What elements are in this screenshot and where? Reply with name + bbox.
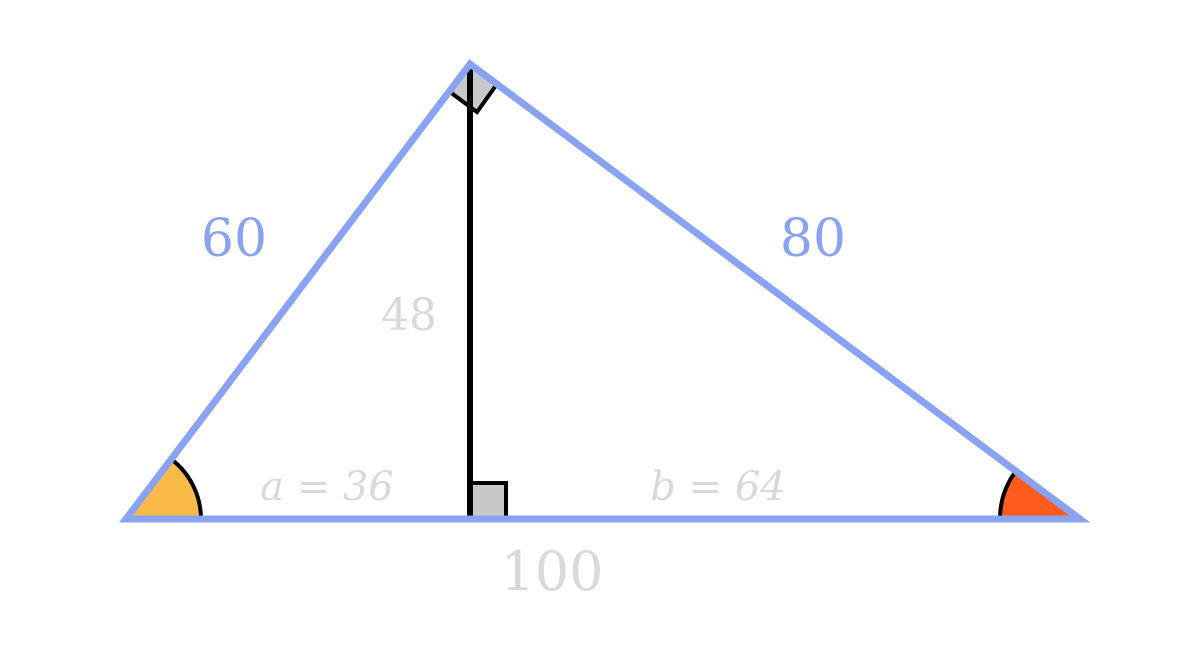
altitude-right-angle-marker xyxy=(468,481,508,521)
base-label: 100 xyxy=(500,540,603,603)
altitude-label: 48 xyxy=(381,290,437,341)
segment-b-label: b = 64 xyxy=(650,464,785,510)
left-angle-arc xyxy=(169,457,203,520)
segment-a-label: a = 36 xyxy=(260,464,394,510)
apex-right-angle-marker xyxy=(450,64,497,112)
apex-right-angle-marker-lines xyxy=(448,82,499,115)
left-side-label: 60 xyxy=(201,209,267,269)
right-side-label: 80 xyxy=(780,209,846,269)
left-angle-wedge xyxy=(126,459,201,519)
triangle-outline xyxy=(118,59,1091,523)
